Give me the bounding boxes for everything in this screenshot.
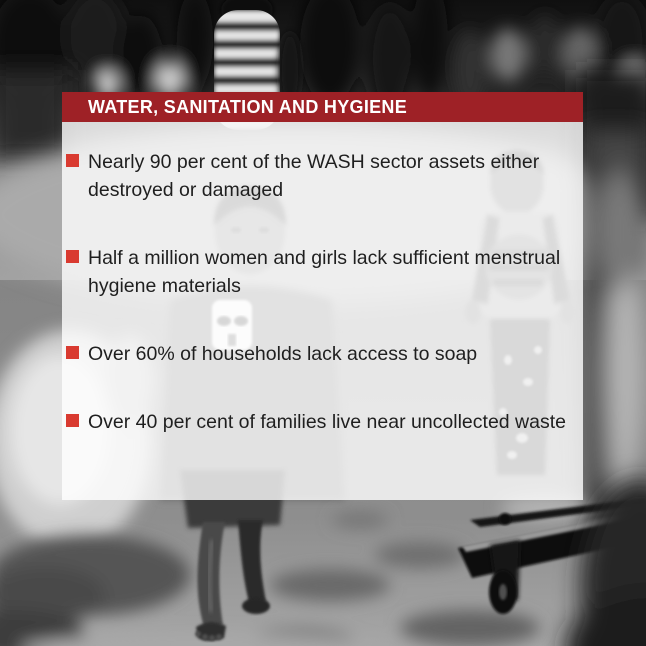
bullet-square-icon <box>66 154 79 167</box>
bullet-item: Half a million women and girls lack suff… <box>66 244 568 300</box>
bullet-item: Nearly 90 per cent of the WASH sector as… <box>66 148 568 204</box>
bullet-text: Over 40 per cent of families live near u… <box>88 411 566 433</box>
bullet-square-icon <box>66 250 79 263</box>
panel-title: WATER, SANITATION AND HYGIENE <box>88 97 408 117</box>
bullet-item: Over 60% of households lack access to so… <box>66 340 568 368</box>
bullet-square-icon <box>66 414 79 427</box>
bullet-text: Half a million women and girls lack suff… <box>88 247 561 297</box>
bullet-text: Over 60% of households lack access to so… <box>88 343 478 365</box>
bullet-item: Over 40 per cent of families live near u… <box>66 408 568 436</box>
bullet-square-icon <box>66 346 79 359</box>
bullet-list: Nearly 90 per cent of the WASH sector as… <box>62 122 583 436</box>
wash-info-panel: WATER, SANITATION AND HYGIENE Nearly 90 … <box>62 92 583 500</box>
panel-title-banner: WATER, SANITATION AND HYGIENE <box>62 92 583 122</box>
bullet-text: Nearly 90 per cent of the WASH sector as… <box>88 151 540 201</box>
